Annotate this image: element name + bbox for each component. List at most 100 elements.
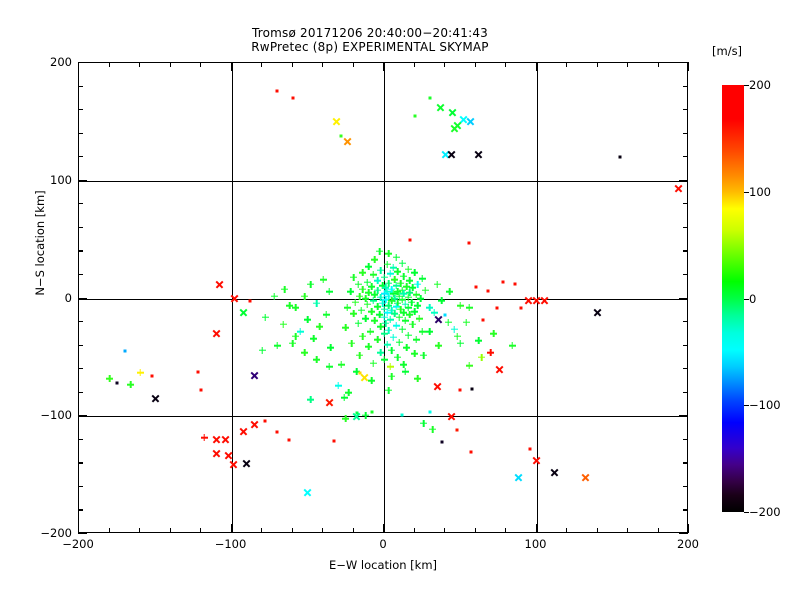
data-point-x — [229, 460, 238, 469]
data-point-plus — [365, 263, 372, 270]
data-point-plus — [350, 310, 357, 317]
axis-tick — [683, 485, 688, 488]
data-point-plus — [435, 342, 442, 349]
axis-tick — [230, 524, 232, 533]
data-point-plus — [420, 420, 427, 427]
data-point-plus — [286, 302, 293, 309]
data-point-plus — [201, 434, 208, 441]
axis-tick — [535, 524, 537, 533]
colorbar-tick — [744, 405, 749, 407]
data-point-plus — [487, 349, 494, 356]
data-point-dot — [339, 134, 343, 138]
data-point-plus — [388, 347, 395, 354]
axis-tick — [78, 156, 83, 158]
colorbar-tick — [744, 191, 749, 193]
data-point-plus — [368, 308, 375, 315]
colorbar-tick-label: 0 — [749, 291, 757, 306]
axis-tick — [200, 528, 202, 533]
data-point-plus — [402, 317, 409, 324]
title-line-1: Tromsø 20171206 20:40:00−20:41:43 — [251, 26, 488, 40]
data-point-plus — [422, 287, 429, 294]
data-point-plus — [274, 342, 281, 349]
data-point-dot — [501, 280, 505, 284]
axis-tick — [108, 528, 110, 533]
data-point-plus — [388, 373, 395, 380]
data-point-x — [581, 473, 590, 482]
y-tick-label: 200 — [50, 55, 72, 69]
data-point-plus — [409, 321, 416, 328]
axis-tick — [78, 368, 83, 370]
axis-tick — [679, 179, 688, 181]
axis-tick — [683, 509, 688, 511]
data-point-plus — [376, 248, 383, 255]
axis-tick — [352, 62, 354, 67]
data-point-plus — [419, 328, 426, 335]
axis-tick — [78, 533, 87, 535]
axis-tick — [657, 528, 659, 533]
axis-tick — [383, 524, 385, 533]
data-point-plus — [356, 352, 363, 359]
data-point-x — [532, 456, 541, 465]
axis-tick — [683, 321, 688, 323]
axis-tick — [78, 321, 83, 323]
x-tick-label: 100 — [524, 537, 547, 551]
data-point-dot — [123, 349, 127, 353]
data-point-dot — [248, 299, 252, 303]
axis-tick — [679, 533, 688, 535]
data-point-x — [332, 117, 341, 126]
data-point-plus — [385, 250, 392, 257]
data-point-dot — [332, 439, 336, 443]
axis-tick — [261, 62, 263, 67]
data-point-x — [434, 315, 443, 324]
data-point-plus — [359, 269, 366, 276]
data-point-dot — [467, 241, 471, 245]
axis-tick — [474, 528, 476, 533]
data-point-dot — [443, 313, 447, 317]
y-tick-label: 100 — [50, 172, 72, 187]
axis-tick — [683, 132, 688, 134]
data-point-x — [212, 449, 221, 458]
data-point-dot — [199, 388, 203, 392]
data-point-plus — [377, 267, 384, 274]
plot-area — [78, 62, 688, 533]
axis-tick — [169, 528, 171, 533]
colorbar-tick-label: −200 — [749, 505, 781, 519]
data-point-plus — [429, 426, 436, 433]
axis-tick — [535, 62, 537, 71]
data-point-x — [242, 459, 251, 468]
data-point-plus — [307, 281, 314, 288]
axis-tick — [683, 344, 688, 346]
y-tick-label: −100 — [40, 408, 72, 423]
axis-tick — [688, 62, 690, 71]
data-point-dot — [275, 430, 279, 434]
data-point-x — [550, 468, 559, 477]
data-point-plus — [271, 293, 278, 300]
data-point-plus — [342, 324, 349, 331]
axis-tick — [683, 226, 688, 229]
data-point-dot — [355, 411, 359, 415]
axis-tick — [322, 62, 324, 67]
colorbar — [722, 85, 744, 512]
grid-line-horizontal — [79, 416, 687, 418]
axis-tick — [78, 85, 83, 87]
axis-tick — [78, 438, 83, 440]
data-point-plus — [326, 363, 333, 370]
data-point-plus — [106, 375, 113, 382]
data-point-plus — [289, 340, 296, 347]
data-point-dot — [358, 371, 362, 375]
data-point-plus — [463, 319, 470, 326]
axis-tick — [352, 528, 354, 533]
data-point-x — [224, 451, 233, 460]
data-point-x — [474, 150, 483, 159]
data-point-x — [436, 103, 445, 112]
data-point-plus — [262, 314, 269, 321]
data-point-plus — [414, 375, 421, 382]
data-point-dot — [287, 438, 291, 442]
data-point-dot — [528, 447, 532, 451]
data-point-plus — [281, 286, 288, 293]
axis-tick — [78, 250, 83, 252]
title-line-2: RwPretec (8p) EXPERIMENTAL SKYMAP — [251, 40, 489, 54]
colorbar-gradient — [722, 85, 744, 512]
axis-tick — [78, 226, 83, 229]
